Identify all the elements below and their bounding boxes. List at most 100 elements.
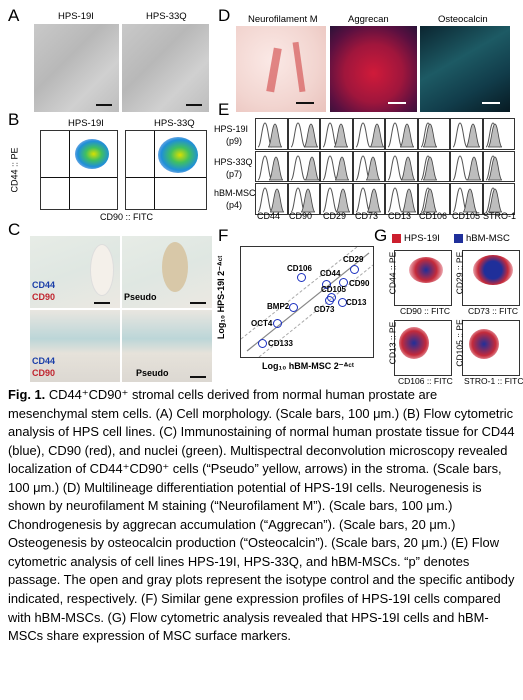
panel-f-gene-label: CD44 — [320, 269, 341, 278]
panel-f-gene-point — [258, 339, 267, 348]
panel-g-plot-2-ylabel: CD29 :: PE — [454, 251, 465, 295]
panel-e-row1-pass: (p9) — [226, 136, 243, 146]
panel-g-plot-4-ylabel: CD105 :: PE — [454, 319, 465, 367]
figure-number: Fig. 1. — [8, 387, 46, 402]
panel-c-pseudo-top: Pseudo — [124, 292, 157, 302]
panel-g-plot-4-xlabel: STRO-1 :: FITC — [464, 376, 523, 386]
panel-e-letter: E — [218, 100, 230, 119]
panel-e-histogram — [385, 150, 418, 182]
panel-e-histogram — [255, 183, 288, 215]
panel-e-marker-labels: CD44 CD90 CD29 CD73 CD13 CD106 CD105 STR… — [255, 211, 517, 223]
panel-g-letter: G — [374, 226, 388, 245]
panel-g-plot-1-xlabel: CD90 :: FITC — [400, 306, 451, 316]
panel-f-gene-point — [339, 278, 348, 287]
panel-g-plot-1-ylabel: CD44 :: PE — [387, 251, 398, 295]
panel-e-histogram — [385, 183, 418, 215]
panel-a-left-title: HPS-19I — [58, 11, 94, 22]
panel-e-histogram — [482, 183, 515, 215]
figure-caption: Fig. 1. CD44⁺CD90⁺ stromal cells derived… — [8, 386, 518, 646]
panel-e-histogram — [482, 150, 515, 182]
panel-e-histogram — [450, 183, 483, 215]
panel-f-diagonal-lines — [241, 247, 373, 357]
panel-c-pseudo-bottom: Pseudo — [136, 368, 169, 378]
panel-g-legend-msc: hBM-MSC — [466, 233, 510, 244]
panel-e-histogram — [320, 183, 353, 215]
panel-e-row3-pass: (p4) — [226, 200, 243, 210]
panel-e-marker-label: CD13 — [388, 211, 412, 221]
panel-d-title-3: Osteocalcin — [438, 14, 488, 25]
panel-f-gene-point — [325, 296, 334, 305]
panel-d-letter: D — [218, 6, 231, 25]
panel-f-letter: F — [218, 226, 229, 245]
panel-e-histogram — [417, 150, 450, 182]
panel-f-gene-label: CD90 — [349, 279, 370, 288]
panel-e-row3-name: hBM-MSC — [214, 188, 256, 198]
panel-b-right-title: HPS-33Q — [154, 118, 195, 129]
panel-c-cd44-top: CD44 — [32, 280, 56, 290]
panel-e-histogram — [385, 118, 418, 150]
panel-e-histogram — [450, 118, 483, 150]
panel-f-gene-label: CD13 — [346, 298, 367, 307]
panel-e-marker-label: STRO-1 — [483, 211, 517, 221]
panel-e-marker-label: CD106 — [419, 211, 448, 221]
panel-f-plot: CD106 CD44 CD29 CD90 CD105 CD73 CD13 BMP… — [240, 246, 374, 358]
panel-c-tissue-top-right: Pseudo — [122, 236, 212, 308]
panel-c-cd44-bottom: CD44 — [32, 356, 56, 366]
panel-e-histogram — [287, 183, 320, 215]
panel-e-histogram — [255, 118, 288, 150]
panel-e-histogram — [287, 118, 320, 150]
panel-e-histogram — [482, 118, 515, 150]
panel-d-aggrecan-image — [330, 26, 417, 112]
panel-e-marker-label: CD44 — [257, 211, 281, 221]
panel-g-plot-1 — [394, 250, 452, 306]
panel-f-gene-label: CD106 — [287, 264, 312, 273]
panel-d-title-2: Aggrecan — [348, 14, 389, 25]
panel-g-plot-4 — [462, 320, 520, 376]
panel-f-gene-label: OCT4 — [251, 319, 273, 328]
panel-f-gene-point — [297, 273, 306, 282]
panel-e-histogram — [287, 150, 320, 182]
panel-f-ylabel: Log₁₀ HPS-19I 2⁻ᐞᶜᵗ — [216, 255, 227, 340]
panel-f-gene-point — [350, 265, 359, 274]
panel-g-legend-swatch-hps — [392, 234, 401, 243]
panel-a-micrograph-right — [122, 24, 209, 112]
panel-a-right-title: HPS-33Q — [146, 11, 187, 22]
panel-g-plot-2-xlabel: CD73 :: FITC — [468, 306, 519, 316]
panel-b-left-title: HPS-19I — [68, 118, 104, 129]
panel-e-row2-name: HPS-33Q — [214, 157, 253, 167]
panel-f-gene-point — [289, 303, 298, 312]
panel-c-cd90-top: CD90 — [32, 292, 56, 302]
panel-g-plot-2 — [462, 250, 520, 306]
panel-c-cd90-bottom: CD90 — [32, 368, 56, 378]
panel-e-marker-label: CD90 — [289, 211, 313, 221]
panel-e-histogram — [417, 183, 450, 215]
panel-f-gene-point — [322, 280, 331, 289]
panel-e-histogram — [320, 150, 353, 182]
panel-e-row2-pass: (p7) — [226, 169, 243, 179]
panel-g-legend-hps: HPS-19I — [404, 233, 440, 244]
panel-e-histogram — [417, 118, 450, 150]
panel-f-gene-label: CD29 — [343, 255, 364, 264]
panel-f-gene-point — [273, 319, 282, 328]
panel-e-marker-label: CD73 — [355, 211, 379, 221]
panel-f-gene-label: CD133 — [268, 339, 293, 348]
panel-f-gene-label: CD73 — [314, 305, 335, 314]
panel-e-histogram — [255, 150, 288, 182]
panel-e-marker-label: CD29 — [323, 211, 347, 221]
panel-c-letter: C — [8, 220, 21, 239]
panel-e-histogram-grid — [255, 118, 515, 216]
panel-d-osteocalcin-image — [420, 26, 510, 112]
panel-d-title-1: Neurofilament M — [248, 14, 318, 25]
panel-b-letter: B — [8, 110, 20, 129]
panel-g-plot-3-xlabel: CD106 :: FITC — [398, 376, 453, 386]
panel-g-plot-3 — [394, 320, 452, 376]
panel-g-plot-3-ylabel: CD13 :: PE — [387, 321, 398, 365]
panel-g-legend-swatch-msc — [454, 234, 463, 243]
panel-f-gene-point — [338, 298, 347, 307]
panel-c-tissue-bottom-right: Pseudo — [122, 310, 212, 382]
panel-c-tissue-bottom-left: CD44 CD90 — [30, 310, 120, 382]
panel-b-xlabel: CD90 :: FITC — [100, 212, 154, 222]
panel-e-histogram — [352, 118, 385, 150]
panel-b-flow-right — [125, 130, 207, 210]
panel-e-histogram — [450, 150, 483, 182]
